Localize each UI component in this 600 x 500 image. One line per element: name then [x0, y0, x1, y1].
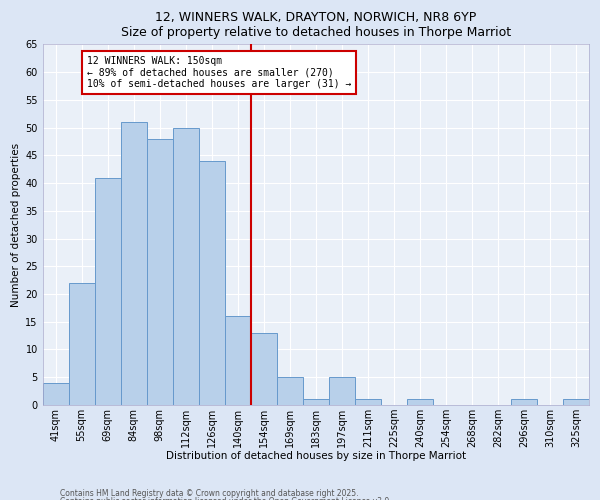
Bar	[121, 122, 146, 405]
Bar	[511, 400, 537, 405]
Y-axis label: Number of detached properties: Number of detached properties	[11, 142, 21, 307]
Bar	[68, 283, 95, 405]
Bar	[355, 400, 381, 405]
Bar	[173, 128, 199, 405]
Bar	[146, 138, 173, 405]
Bar	[43, 383, 68, 405]
Bar	[407, 400, 433, 405]
X-axis label: Distribution of detached houses by size in Thorpe Marriot: Distribution of detached houses by size …	[166, 452, 466, 462]
Text: Contains public sector information licensed under the Open Government Licence v3: Contains public sector information licen…	[60, 497, 392, 500]
Bar	[251, 333, 277, 405]
Bar	[277, 377, 303, 405]
Bar	[329, 377, 355, 405]
Title: 12, WINNERS WALK, DRAYTON, NORWICH, NR8 6YP
Size of property relative to detache: 12, WINNERS WALK, DRAYTON, NORWICH, NR8 …	[121, 11, 511, 39]
Text: 12 WINNERS WALK: 150sqm
← 89% of detached houses are smaller (270)
10% of semi-d: 12 WINNERS WALK: 150sqm ← 89% of detache…	[87, 56, 351, 88]
Bar	[95, 178, 121, 405]
Text: Contains HM Land Registry data © Crown copyright and database right 2025.: Contains HM Land Registry data © Crown c…	[60, 488, 359, 498]
Bar	[225, 316, 251, 405]
Bar	[199, 161, 225, 405]
Bar	[303, 400, 329, 405]
Bar	[563, 400, 589, 405]
